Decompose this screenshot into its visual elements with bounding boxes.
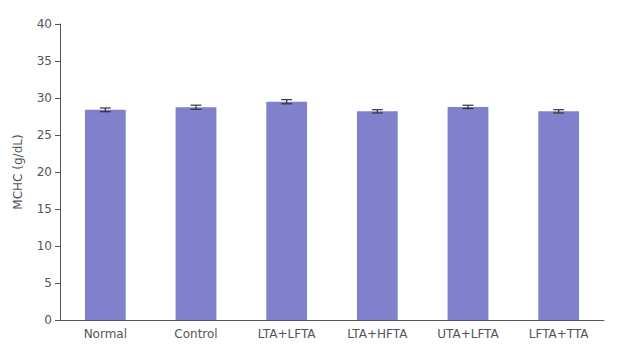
svg-text:10: 10	[37, 239, 52, 253]
svg-text:MCHC (g/dL): MCHC (g/dL)	[11, 134, 25, 209]
svg-text:Control: Control	[174, 327, 217, 341]
svg-text:UTA+LFTA: UTA+LFTA	[437, 327, 499, 341]
svg-text:5: 5	[44, 276, 52, 290]
svg-text:15: 15	[37, 202, 52, 216]
svg-text:40: 40	[37, 17, 52, 31]
svg-text:LFTA+TTA: LFTA+TTA	[529, 327, 590, 341]
svg-text:25: 25	[37, 128, 52, 142]
svg-text:Normal: Normal	[84, 327, 127, 341]
svg-text:LTA+HFTA: LTA+HFTA	[347, 327, 408, 341]
svg-text:30: 30	[37, 91, 52, 105]
svg-text:LTA+LFTA: LTA+LFTA	[258, 327, 316, 341]
svg-text:0: 0	[44, 313, 52, 327]
svg-text:35: 35	[37, 54, 52, 68]
svg-text:20: 20	[37, 165, 52, 179]
